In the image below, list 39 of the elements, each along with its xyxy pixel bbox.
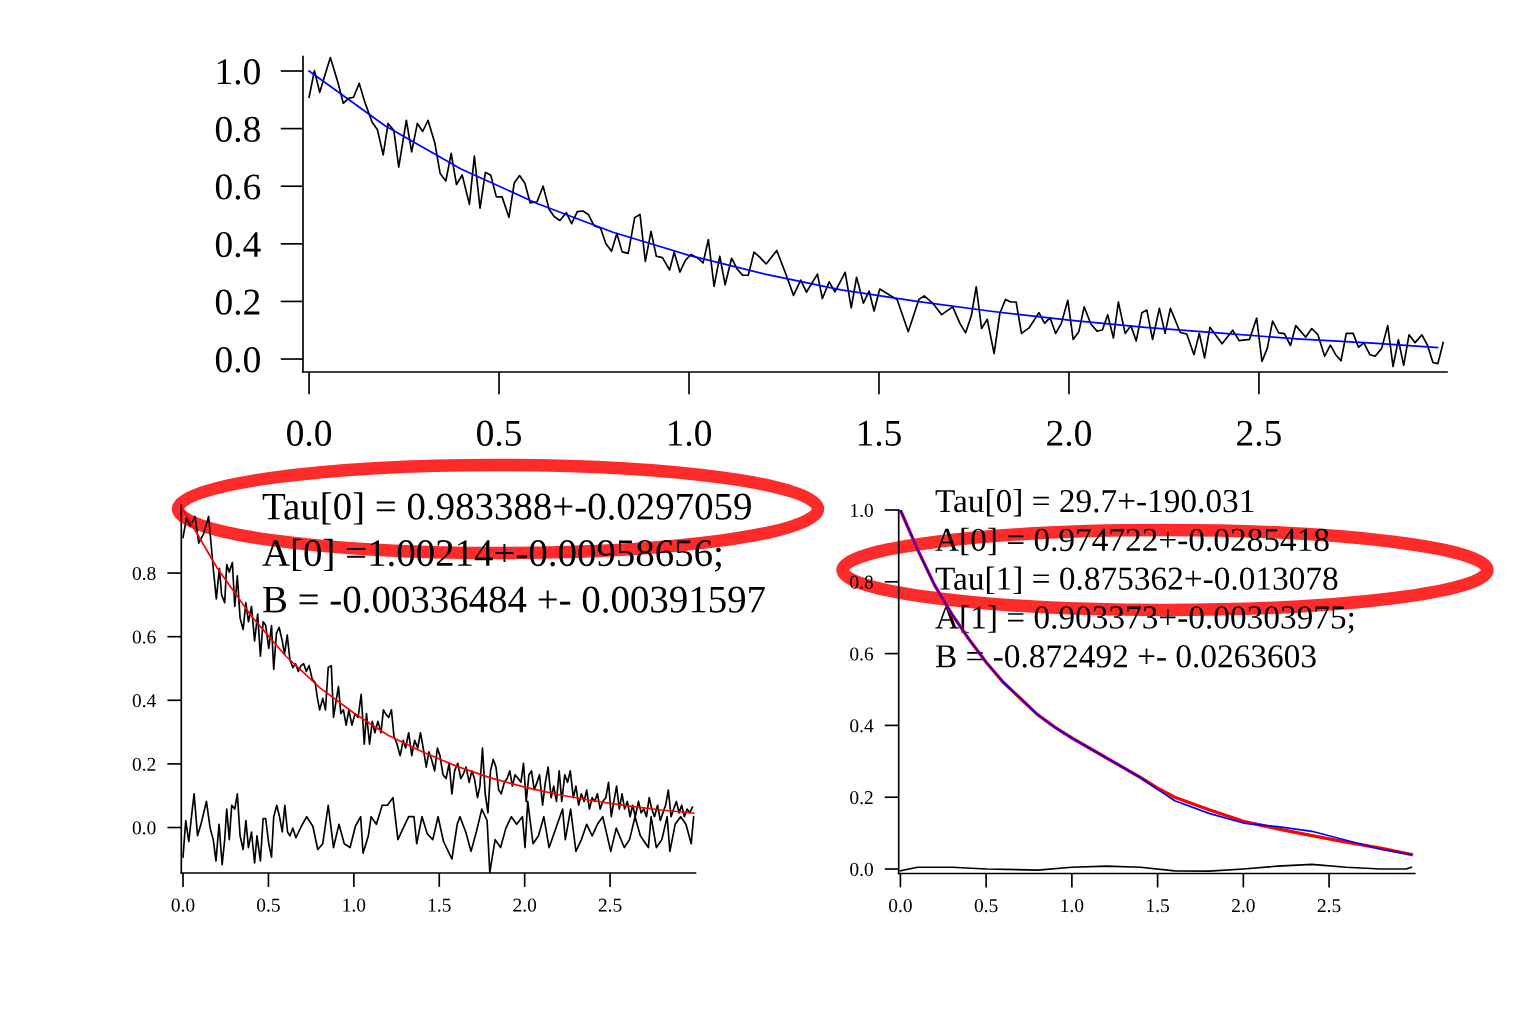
x-tick-label: 2.0 bbox=[513, 898, 537, 912]
annotation: Tau[0] = 0.983388+-0.0297059 bbox=[262, 492, 751, 525]
x-tick-label: 0.0 bbox=[287, 420, 332, 447]
y-tick-label: 0.0 bbox=[850, 862, 873, 877]
x-tick-label: 0.5 bbox=[974, 899, 998, 913]
y-tick-label: 1.0 bbox=[851, 503, 873, 518]
y-tick-label: 0.2 bbox=[132, 757, 156, 771]
y-tick-label: 0.8 bbox=[850, 575, 873, 589]
y-tick-label: 0.0 bbox=[215, 347, 260, 373]
x-tick-label: 0.5 bbox=[477, 420, 522, 447]
x-tick-label: 1.5 bbox=[1147, 899, 1169, 913]
y-tick-label: 0.4 bbox=[132, 694, 156, 708]
y-tick-label: 0.2 bbox=[215, 289, 260, 315]
x-tick-label: 2.5 bbox=[1237, 420, 1281, 447]
x-tick-label: 2.5 bbox=[1317, 899, 1341, 913]
x-tick-label: 0.0 bbox=[171, 898, 195, 912]
x-tick-label: 2.0 bbox=[1232, 899, 1255, 913]
x-tick-label: 1.5 bbox=[858, 420, 901, 447]
y-tick-label: 0.6 bbox=[850, 647, 874, 661]
x-tick-label: 1.0 bbox=[343, 898, 366, 912]
y-tick-label: 0.6 bbox=[215, 174, 261, 200]
x-tick-label: 2.5 bbox=[598, 898, 622, 912]
y-tick-label: 0.2 bbox=[850, 791, 873, 805]
y-tick-label: 0.8 bbox=[215, 116, 260, 143]
annotation: B = -0.00336484 +- 0.00391597 bbox=[263, 586, 765, 613]
annotation: Tau[1] = 0.875362+-0.013078 bbox=[935, 566, 1338, 595]
x-tick-label: 2.0 bbox=[1047, 420, 1091, 447]
annotation: Tau[0] = 29.7+-190.031 bbox=[935, 488, 1254, 517]
x-tick-label: 1.0 bbox=[1061, 899, 1084, 913]
y-tick-label: 1.0 bbox=[217, 59, 260, 85]
y-tick-label: 0.4 bbox=[215, 231, 261, 258]
y-tick-label: 0.4 bbox=[850, 719, 874, 733]
x-tick-label: 1.5 bbox=[428, 898, 451, 912]
x-tick-label: 1.0 bbox=[668, 420, 712, 447]
y-tick-label: 0.8 bbox=[132, 566, 156, 581]
x-tick-label: 0.5 bbox=[257, 898, 280, 912]
x-tick-label: 0.0 bbox=[889, 899, 912, 913]
y-tick-label: 0.0 bbox=[132, 821, 156, 835]
y-tick-label: 0.6 bbox=[132, 630, 156, 644]
